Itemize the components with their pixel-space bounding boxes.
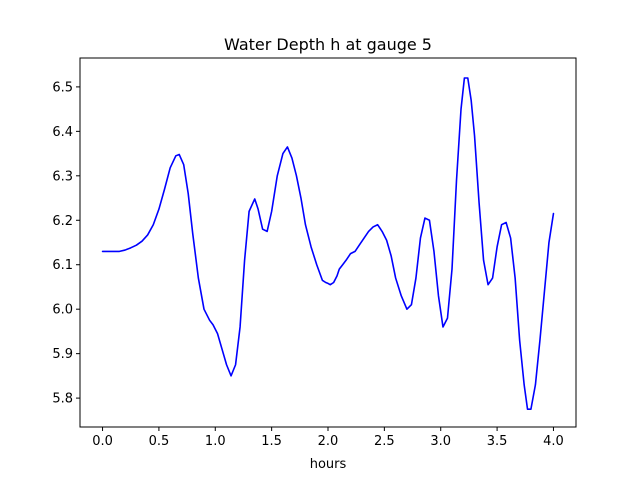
x-tick-label: 2.5 [374, 434, 395, 449]
y-tick-label: 6.4 [52, 125, 73, 140]
y-tick-label: 5.9 [52, 347, 73, 362]
y-tick-label: 5.8 [52, 392, 73, 407]
y-tick-label: 6.5 [52, 80, 73, 95]
x-tick-label: 4.0 [543, 434, 564, 449]
x-tick-label: 1.5 [261, 434, 282, 449]
x-axis-label: hours [310, 457, 347, 472]
x-tick-label: 3.5 [487, 434, 508, 449]
x-tick-label: 0.5 [149, 434, 170, 449]
x-tick-label: 1.0 [205, 434, 226, 449]
x-tick-label: 2.0 [318, 434, 339, 449]
y-tick-label: 6.1 [52, 258, 73, 273]
y-tick-label: 6.3 [52, 169, 73, 184]
x-tick-label: 0.0 [92, 434, 113, 449]
y-tick-label: 6.2 [52, 214, 73, 229]
series-line-0 [101, 77, 555, 411]
plot-area-frame [79, 57, 577, 428]
y-tick-label: 6.0 [52, 303, 73, 318]
chart-title: Water Depth h at gauge 5 [224, 35, 432, 54]
x-tick-label: 3.0 [430, 434, 451, 449]
